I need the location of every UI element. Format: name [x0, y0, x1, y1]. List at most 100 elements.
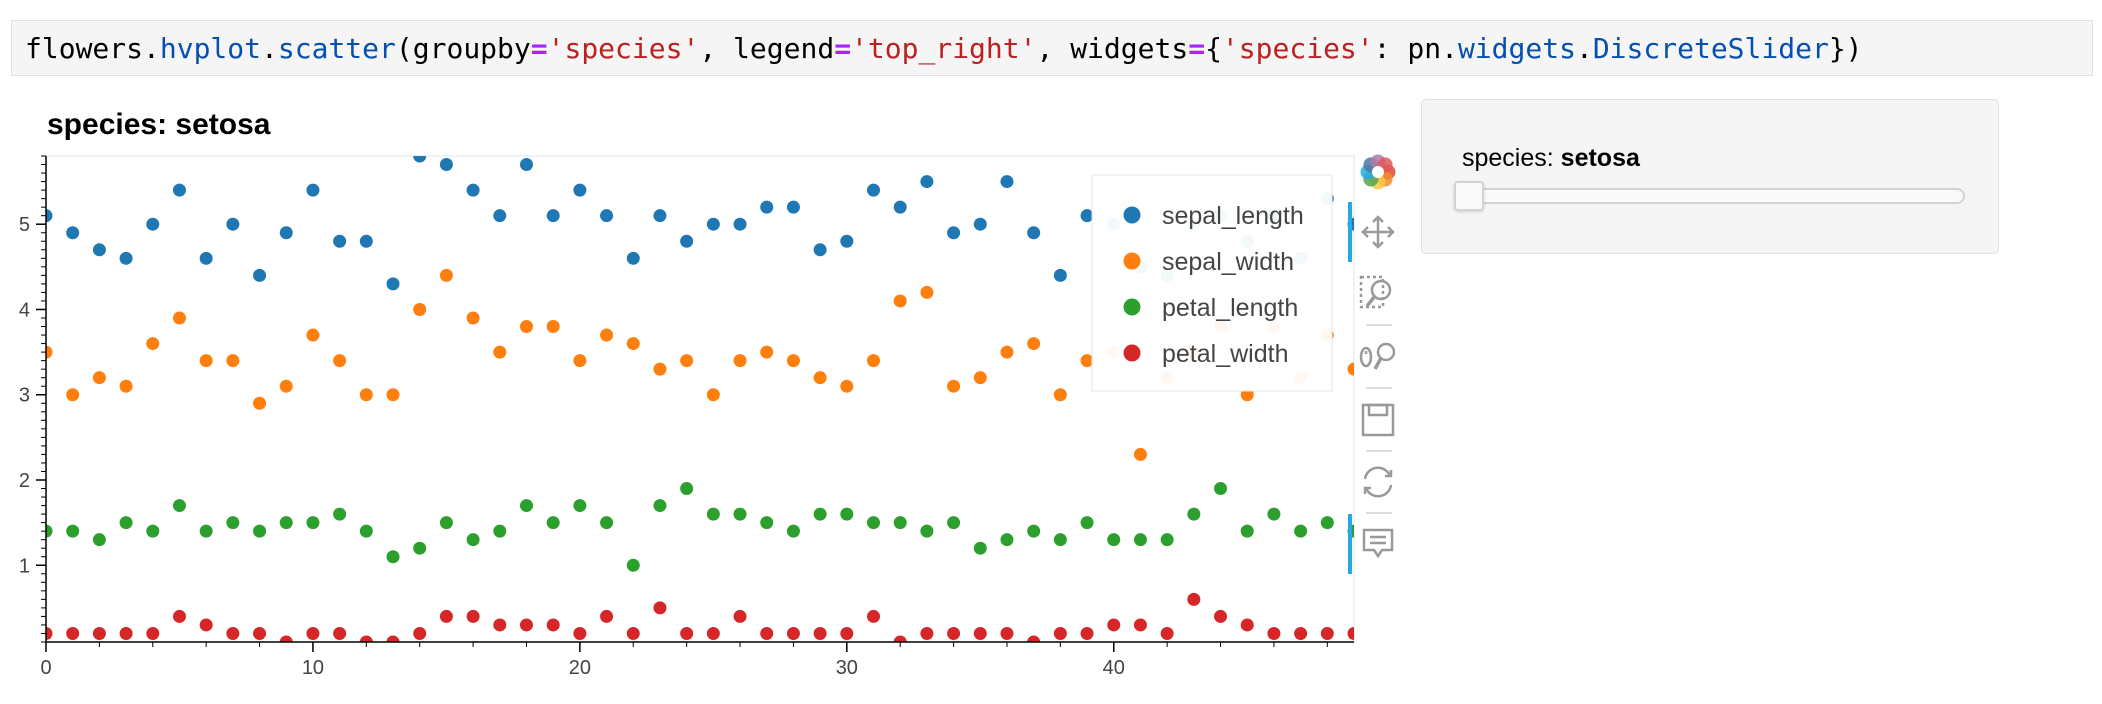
point-petal_length	[493, 524, 507, 538]
legend-label: sepal_length	[1162, 202, 1304, 230]
x-tick-label: 0	[40, 657, 51, 679]
point-petal_length	[279, 516, 293, 530]
point-sepal_length	[1027, 226, 1041, 240]
code-token: .	[261, 32, 278, 65]
bokeh-logo-tool-button[interactable]	[1356, 150, 1400, 194]
legend-marker	[1123, 344, 1141, 362]
point-petal_width	[519, 618, 533, 632]
point-petal_width	[359, 635, 373, 642]
point-petal_length	[146, 524, 160, 538]
point-petal_length	[1214, 482, 1228, 496]
species-widget-panel: species: setosa	[1421, 99, 1999, 254]
point-sepal_length	[172, 183, 186, 197]
code-token: widgets	[1457, 32, 1576, 65]
point-petal_length	[386, 550, 400, 564]
point-sepal_width	[626, 337, 640, 351]
point-sepal_length	[893, 200, 907, 214]
point-petal_width	[466, 609, 480, 623]
point-sepal_length	[386, 277, 400, 291]
plot-title: species: setosa	[47, 108, 271, 141]
point-petal_width	[680, 626, 694, 640]
point-petal_length	[733, 507, 747, 521]
point-petal_length	[253, 524, 267, 538]
toolbar-separator	[1366, 387, 1392, 389]
point-petal_length	[1187, 507, 1201, 521]
point-petal_width	[893, 635, 907, 642]
species-slider-handle[interactable]	[1454, 181, 1484, 211]
point-sepal_length	[146, 217, 160, 231]
code-token: =	[530, 32, 548, 65]
save-tool-button[interactable]	[1356, 398, 1400, 442]
point-sepal_width	[253, 396, 267, 410]
point-petal_width	[706, 626, 720, 640]
point-sepal_length	[66, 226, 80, 240]
point-petal_length	[439, 516, 453, 530]
point-sepal_length	[947, 226, 961, 240]
code-token: .	[1575, 32, 1593, 65]
point-petal_width	[867, 609, 881, 623]
code-cell[interactable]: flowers.hvplot.scatter(groupby='species'…	[11, 20, 2093, 76]
toolbar-separator	[1366, 450, 1392, 452]
point-sepal_width	[867, 354, 881, 368]
point-petal_width	[172, 609, 186, 623]
point-petal_width	[92, 626, 106, 640]
point-petal_length	[1160, 533, 1174, 547]
point-sepal_length	[119, 251, 133, 265]
wheel-zoom-tool-button[interactable]	[1356, 335, 1400, 379]
point-sepal_length	[1053, 268, 1067, 282]
reset-icon	[1360, 464, 1396, 500]
point-petal_width	[573, 626, 587, 640]
x-tick-label: 20	[569, 657, 591, 679]
point-sepal_length	[519, 158, 533, 172]
species-slider-track[interactable]	[1455, 188, 1965, 204]
point-petal_width	[1133, 618, 1147, 632]
point-petal_length	[920, 524, 934, 538]
point-sepal_width	[786, 354, 800, 368]
point-petal_width	[493, 618, 507, 632]
point-sepal_width	[947, 379, 961, 393]
hover-tool-button[interactable]	[1356, 522, 1400, 566]
point-sepal_width	[146, 337, 160, 351]
hover-icon	[1360, 526, 1396, 562]
point-sepal_length	[546, 209, 560, 223]
reset-tool-button[interactable]	[1356, 460, 1400, 504]
code-token: })	[1828, 32, 1863, 65]
point-sepal_width	[680, 354, 694, 368]
point-sepal_length	[867, 183, 881, 197]
pan-tool-button[interactable]	[1356, 210, 1400, 254]
point-sepal_width	[172, 311, 186, 325]
point-petal_length	[1053, 533, 1067, 547]
box-zoom-tool-button[interactable]	[1356, 272, 1400, 316]
point-sepal_length	[253, 268, 267, 282]
point-sepal_width	[306, 328, 320, 342]
point-sepal_width	[1133, 447, 1147, 461]
legend-label: petal_width	[1162, 340, 1288, 368]
axes: 0 10 20 30 40 1 2 3 4 5	[19, 155, 1354, 679]
x-tick-label: 10	[302, 657, 324, 679]
scatter-plot[interactable]: 0 10 20 30 40 1 2 3 4 5 sepal_length sepal_widthpe…	[0, 0, 1420, 704]
point-sepal_length	[359, 234, 373, 248]
point-petal_width	[1027, 635, 1041, 642]
point-petal_width	[199, 618, 213, 632]
code-token: , widgets	[1036, 32, 1189, 65]
x-tick-label: 40	[1103, 657, 1125, 679]
point-petal_length	[66, 524, 80, 538]
point-sepal_width	[386, 388, 400, 402]
point-petal_length	[199, 524, 213, 538]
legend-label: sepal_width	[1162, 248, 1294, 276]
point-petal_width	[333, 626, 347, 640]
box-zoom-icon	[1359, 275, 1397, 313]
point-sepal_length	[706, 217, 720, 231]
point-petal_length	[466, 533, 480, 547]
y-tick-label: 5	[19, 214, 30, 236]
bokeh-logo-icon	[1358, 152, 1398, 192]
point-petal_width	[119, 626, 133, 640]
point-petal_length	[359, 524, 373, 538]
point-sepal_length	[493, 209, 507, 223]
code-token: scatter	[277, 32, 396, 65]
point-petal_width	[1107, 618, 1121, 632]
point-sepal_width	[1000, 345, 1014, 359]
point-sepal_width	[920, 285, 934, 299]
point-petal_width	[1294, 626, 1308, 640]
point-sepal_width	[1053, 388, 1067, 402]
